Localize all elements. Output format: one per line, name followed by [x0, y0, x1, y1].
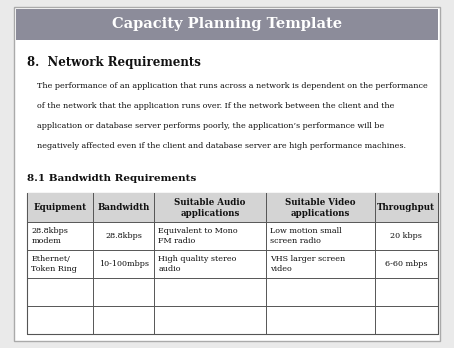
Text: Ethernet/
Token Ring: Ethernet/ Token Ring — [31, 255, 77, 273]
Text: The performance of an application that runs across a network is dependent on the: The performance of an application that r… — [27, 82, 428, 90]
Text: Suitable Audio
applications: Suitable Audio applications — [174, 198, 246, 218]
FancyBboxPatch shape — [14, 7, 440, 341]
Text: 28.8kbps: 28.8kbps — [105, 232, 142, 240]
Text: of the network that the application runs over. If the network between the client: of the network that the application runs… — [27, 102, 395, 110]
Text: Equivalent to Mono
FM radio: Equivalent to Mono FM radio — [158, 227, 238, 245]
Text: Capacity Planning Template: Capacity Planning Template — [112, 17, 342, 31]
Text: application or database server performs poorly, the application’s performance wi: application or database server performs … — [27, 122, 385, 130]
Text: 20 kbps: 20 kbps — [390, 232, 422, 240]
Text: VHS larger screen
video: VHS larger screen video — [270, 255, 345, 273]
FancyBboxPatch shape — [16, 9, 438, 40]
Text: 28.8kbps
modem: 28.8kbps modem — [31, 227, 68, 245]
Text: negatively affected even if the client and database server are high performance : negatively affected even if the client a… — [27, 142, 406, 150]
Text: 10-100mbps: 10-100mbps — [99, 260, 149, 268]
Text: Bandwidth: Bandwidth — [98, 203, 150, 212]
FancyBboxPatch shape — [27, 193, 438, 334]
Text: 8.  Network Requirements: 8. Network Requirements — [27, 56, 201, 69]
Text: Equipment: Equipment — [34, 203, 87, 212]
FancyBboxPatch shape — [27, 193, 438, 222]
Text: High quality stereo
audio: High quality stereo audio — [158, 255, 237, 273]
Text: 6-60 mbps: 6-60 mbps — [385, 260, 428, 268]
Text: Low motion small
screen radio: Low motion small screen radio — [270, 227, 341, 245]
Text: Throughput: Throughput — [377, 203, 435, 212]
Text: Suitable Video
applications: Suitable Video applications — [285, 198, 355, 218]
Text: 8.1 Bandwidth Requirements: 8.1 Bandwidth Requirements — [27, 174, 197, 183]
